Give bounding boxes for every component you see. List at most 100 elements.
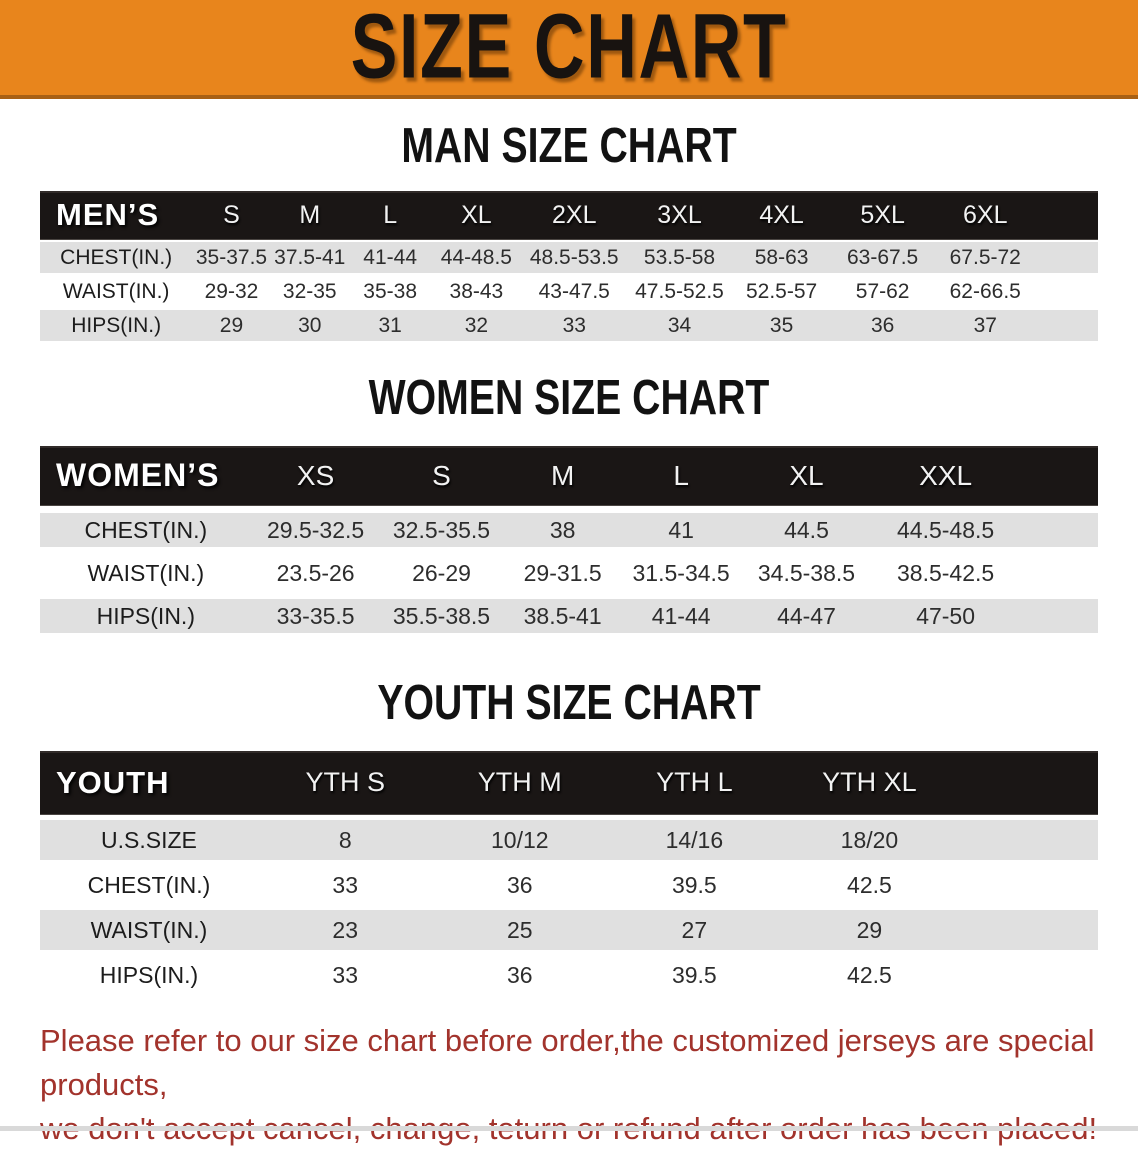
row-label: CHEST(IN.): [84, 516, 208, 543]
table-row: HIPS(IN.) 29 30 31 32 33 34 35 36 37: [40, 310, 1098, 341]
size-column-header: L: [673, 459, 689, 491]
disclaimer-note: Please refer to our size chart before or…: [40, 1019, 1138, 1151]
size-cell: 23: [332, 916, 359, 943]
size-cell: 8: [338, 826, 352, 853]
size-cell: 38-43: [449, 279, 504, 303]
row-filler: [1019, 599, 1098, 633]
size-cell: 36: [506, 961, 533, 988]
bottom-strip: [0, 1126, 1138, 1131]
size-cell: 29.5-32.5: [267, 516, 365, 543]
section-women: WOMEN SIZE CHART WOMEN’S XS S M L XL XXL CHEST(…: [0, 371, 1138, 633]
youth-table-title: YOUTH: [56, 764, 170, 800]
size-cell: 35.5-38.5: [392, 602, 491, 629]
row-label: CHEST(IN.): [87, 871, 211, 898]
size-cell: 26-29: [412, 559, 471, 586]
row-filler: [1037, 276, 1098, 307]
section-youth: YOUTH SIZE CHART YOUTH YTH S YTH M YTH L YTH…: [0, 676, 1138, 995]
size-column-header: YTH XL: [822, 767, 917, 797]
size-cell: 27: [681, 916, 708, 943]
size-column-header: M: [299, 200, 321, 229]
row-filler: [1019, 513, 1098, 547]
size-cell: 10/12: [491, 826, 549, 853]
size-cell: 44.5: [784, 516, 829, 543]
table-row: HIPS(IN.) 33 36 39.5 42.5: [40, 955, 1098, 995]
size-cell: 36: [506, 871, 533, 898]
women-heading: WOMEN SIZE CHART: [368, 371, 770, 425]
size-cell: 18/20: [840, 826, 899, 853]
row-filler: [1037, 242, 1098, 273]
youth-table-header-row: YOUTH YTH S YTH M YTH L YTH XL: [40, 751, 1098, 814]
size-cell: 52.5-57: [745, 279, 818, 303]
size-cell: 62-66.5: [949, 279, 1021, 303]
size-cell: 38.5-42.5: [897, 559, 995, 586]
size-column-header: M: [550, 459, 575, 491]
table-row: CHEST(IN.) 35-37.5 37.5-41 41-44 44-48.5 48.5…: [40, 242, 1098, 273]
table-row: WAIST(IN.) 29-32 32-35 35-38 38-43 43-47.5 47.…: [40, 276, 1098, 307]
women-table-title: WOMEN’S: [56, 457, 220, 493]
size-column-header: YTH M: [477, 767, 562, 797]
size-cell: 47.5-52.5: [635, 279, 724, 303]
size-cell: 41-44: [363, 245, 418, 269]
men-heading: MAN SIZE CHART: [401, 119, 737, 173]
size-cell: 33: [332, 871, 359, 898]
size-cell: 37: [973, 313, 997, 337]
size-cell: 33: [332, 961, 359, 988]
size-cell: 44-47: [777, 602, 836, 629]
size-column-header: XL: [461, 200, 492, 229]
size-column-header: 3XL: [657, 200, 702, 229]
size-cell: 47-50: [916, 602, 976, 629]
banner: SIZE CHART: [0, 0, 1138, 99]
row-label: HIPS(IN.): [96, 602, 195, 629]
size-cell: 63-67.5: [847, 245, 919, 269]
size-cell: 23.5-26: [276, 559, 355, 586]
size-column-header: 5XL: [860, 200, 905, 229]
table-row: U.S.SIZE 8 10/12 14/16 18/20: [40, 820, 1098, 860]
disclaimer-line-1: Please refer to our size chart before or…: [40, 1023, 1095, 1102]
section-men: MAN SIZE CHART MEN’S S M L XL 2XL 3XL 4XL 5XL 6XL…: [0, 119, 1138, 341]
row-filler: [957, 865, 1098, 905]
size-cell: 36: [870, 313, 895, 337]
size-cell: 31: [378, 313, 402, 337]
size-cell: 42.5: [847, 961, 892, 988]
size-cell: 29-31.5: [523, 559, 602, 586]
row-label: WAIST(IN.): [62, 279, 170, 303]
size-column-header: S: [432, 459, 451, 491]
size-cell: 53.5-58: [643, 245, 716, 269]
table-row: CHEST(IN.) 33 36 39.5 42.5: [40, 865, 1098, 905]
table-row: HIPS(IN.) 33-35.5 35.5-38.5 38.5-41 41-44 44-…: [40, 599, 1098, 633]
size-cell: 29: [219, 313, 244, 337]
size-cell: 38: [549, 516, 576, 543]
size-cell: 39.5: [671, 871, 717, 898]
size-column-header: XL: [789, 459, 824, 491]
size-cell: 33: [562, 313, 586, 337]
size-cell: 32.5-35.5: [392, 516, 491, 543]
men-table-title: MEN’S: [56, 197, 160, 232]
size-cell: 29: [856, 916, 883, 943]
size-cell: 37.5-41: [274, 245, 346, 269]
size-column-header: XXL: [919, 459, 973, 491]
size-cell: 58-63: [754, 245, 809, 269]
size-cell: 14/16: [665, 826, 724, 853]
row-label: U.S.SIZE: [101, 826, 197, 853]
row-filler: [1019, 556, 1098, 590]
table-row: WAIST(IN.) 23 25 27 29: [40, 910, 1098, 950]
size-column-header: S: [223, 200, 240, 229]
table-row: WAIST(IN.) 23.5-26 26-29 29-31.5 31.5-34.5 34…: [40, 556, 1098, 590]
banner-title: SIZE CHART: [350, 0, 788, 98]
size-column-header: 4XL: [759, 200, 804, 229]
size-cell: 41-44: [651, 602, 711, 629]
size-cell: 41: [668, 516, 694, 543]
size-column-header: 2XL: [552, 200, 597, 229]
youth-size-table: YOUTH YTH S YTH M YTH L YTH XL U.S.SIZE 8 10/12…: [40, 751, 1098, 995]
size-cell: 44.5-48.5: [897, 516, 995, 543]
size-cell: 25: [506, 916, 533, 943]
size-cell: 29-32: [204, 279, 259, 303]
size-column-header: YTH L: [656, 767, 733, 797]
row-label: WAIST(IN.): [90, 916, 208, 943]
size-cell: 30: [298, 313, 322, 337]
size-cell: 34.5-38.5: [757, 559, 856, 586]
size-cell: 39.5: [671, 961, 717, 988]
row-label: CHEST(IN.): [60, 245, 173, 269]
header-filler: [1037, 191, 1098, 239]
youth-heading: YOUTH SIZE CHART: [377, 676, 761, 730]
